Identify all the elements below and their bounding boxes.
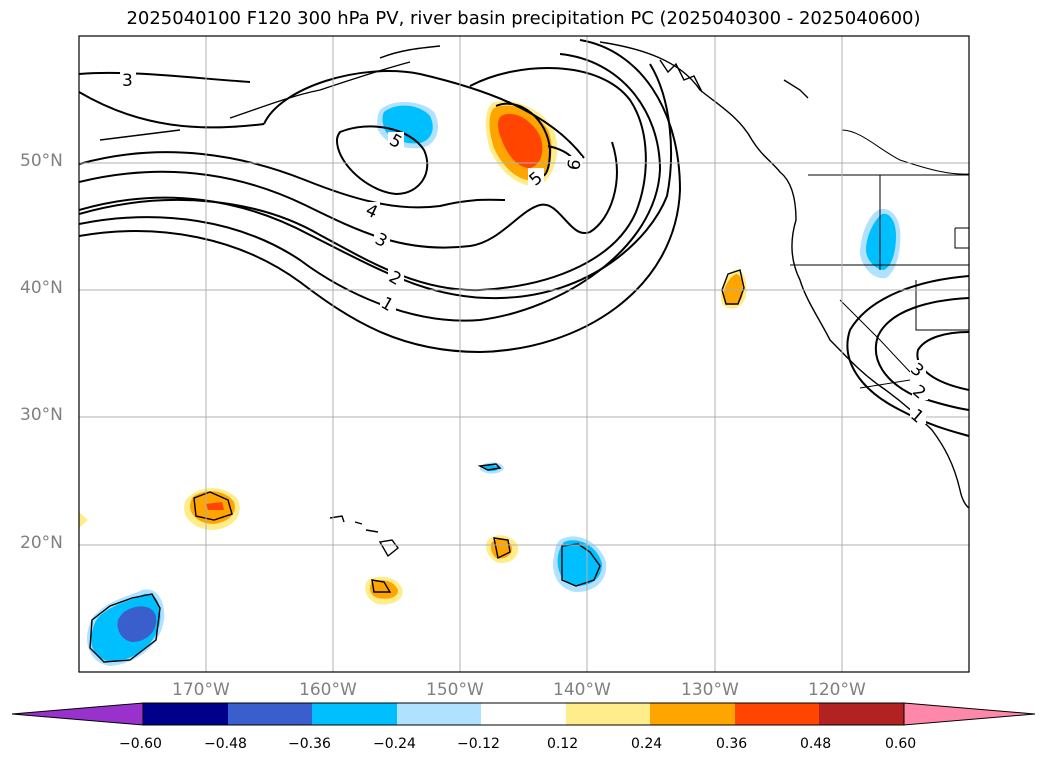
contour-label: 3 bbox=[122, 71, 133, 91]
pv-contours bbox=[79, 39, 969, 437]
colorbar-segment bbox=[735, 703, 819, 725]
lat-label: 30°N bbox=[20, 405, 63, 425]
map-title: 2025040100 F120 300 hPa PV, river basin … bbox=[126, 8, 921, 29]
political-borders bbox=[790, 36, 969, 389]
colorbar-tick-label: −0.12 bbox=[457, 736, 500, 752]
lon-label: 170°W bbox=[172, 680, 230, 700]
colorbar-extend-low bbox=[11, 702, 144, 726]
contour-label: 6 bbox=[564, 158, 586, 172]
lat-label: 40°N bbox=[20, 278, 63, 298]
gridlines bbox=[79, 36, 969, 672]
colorbar-segment bbox=[228, 703, 312, 725]
colorbar-segment bbox=[650, 703, 735, 725]
colorbar-segment bbox=[481, 703, 566, 725]
colorbar-tick-label: 0.12 bbox=[547, 736, 579, 752]
colorbar-segment bbox=[566, 703, 650, 725]
lon-label: 120°W bbox=[808, 680, 866, 700]
precip-pc-fills bbox=[79, 100, 901, 666]
map-frame bbox=[78, 35, 970, 673]
colorbar-tick-label: 0.24 bbox=[631, 736, 663, 752]
colorbar-tick-label: 0.36 bbox=[716, 736, 748, 752]
colorbar-tick-label: 0.60 bbox=[885, 736, 917, 752]
colorbar-segment bbox=[312, 703, 397, 725]
lat-label: 20°N bbox=[20, 533, 63, 553]
lon-label: 130°W bbox=[681, 680, 739, 700]
colorbar-tick-label: −0.36 bbox=[288, 736, 331, 752]
colorbar-segment bbox=[819, 703, 904, 725]
colorbar-segment bbox=[143, 703, 228, 725]
colorbar-segment bbox=[397, 703, 481, 725]
colorbar-extend-high bbox=[903, 702, 1036, 726]
lon-label: 160°W bbox=[299, 680, 357, 700]
lat-label: 50°N bbox=[20, 151, 63, 171]
contour-labels: 3 5 6 5 4 3 2 1 3 2 1 bbox=[120, 70, 929, 428]
colorbar-tick-label: 0.48 bbox=[800, 736, 832, 752]
lon-label: 140°W bbox=[553, 680, 611, 700]
colorbar-tick-label: −0.48 bbox=[204, 736, 247, 752]
colorbar-tick-label: −0.60 bbox=[119, 736, 162, 752]
colorbar-tick-label: −0.24 bbox=[373, 736, 416, 752]
lon-label: 150°W bbox=[426, 680, 484, 700]
colorbar bbox=[11, 702, 1036, 726]
